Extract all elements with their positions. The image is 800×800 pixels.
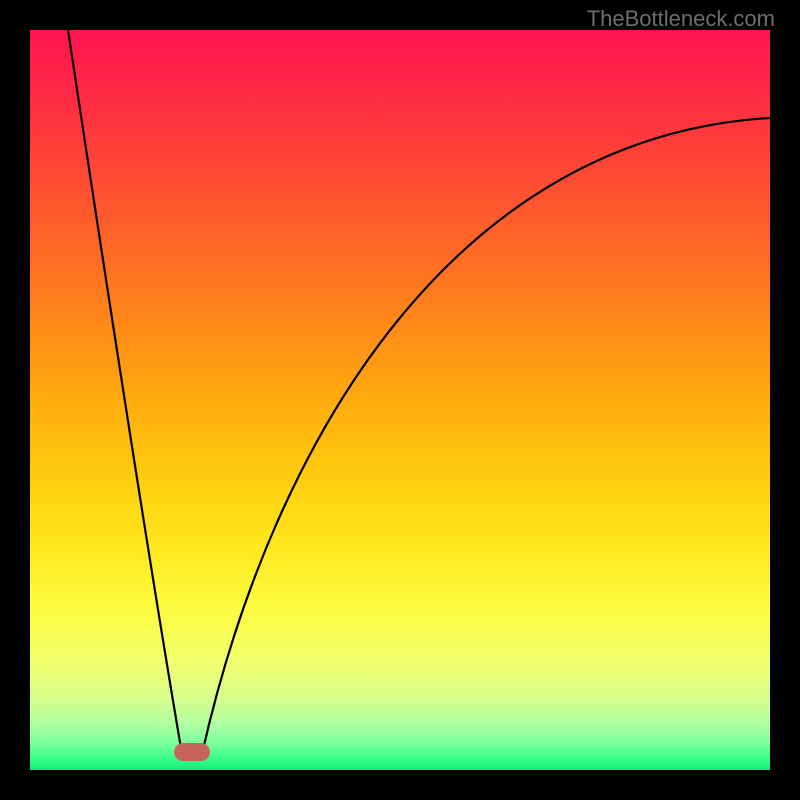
- gradient-background: [30, 30, 770, 770]
- bottleneck-chart: [0, 0, 800, 800]
- valley-minimum-marker: [174, 743, 210, 761]
- watermark-text: TheBottleneck.com: [587, 6, 775, 32]
